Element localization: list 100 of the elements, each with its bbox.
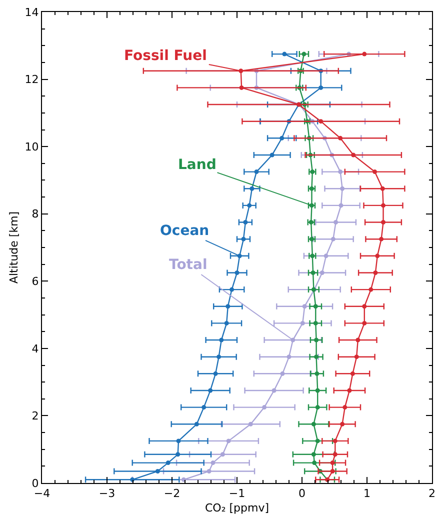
point	[381, 220, 386, 225]
point	[315, 388, 320, 393]
y-tick-label: 14	[24, 6, 39, 19]
point	[230, 287, 234, 292]
x-tick-label: −2	[164, 487, 180, 500]
y-tick-label: 2	[32, 410, 39, 423]
point	[362, 304, 367, 309]
point	[272, 388, 276, 393]
point	[372, 170, 378, 174]
point	[280, 136, 284, 140]
point	[243, 220, 248, 225]
point	[354, 354, 359, 360]
point	[234, 270, 240, 275]
point	[213, 371, 218, 376]
point	[330, 236, 336, 242]
point	[314, 371, 320, 376]
point	[312, 460, 317, 466]
point	[368, 287, 374, 292]
point	[300, 320, 305, 326]
point	[340, 186, 345, 191]
y-tick-label: 12	[24, 73, 39, 86]
point	[324, 254, 328, 258]
point	[380, 186, 385, 191]
point	[130, 477, 135, 482]
point	[194, 422, 199, 426]
point	[206, 468, 212, 474]
point	[332, 438, 338, 444]
point	[226, 438, 231, 444]
y-axis-title: Altitude [km]	[7, 211, 20, 284]
point	[362, 52, 367, 56]
point	[311, 452, 316, 457]
point	[216, 354, 222, 360]
point	[330, 460, 335, 466]
point	[241, 236, 246, 242]
point	[250, 186, 254, 191]
point	[181, 477, 186, 482]
point	[314, 338, 319, 342]
point	[318, 119, 324, 124]
x-tick-label: −1	[228, 487, 246, 500]
point	[314, 354, 319, 360]
x-tick-label: −4	[34, 487, 50, 500]
point	[332, 452, 338, 457]
x-tick-label: 0	[298, 487, 306, 500]
text: Land	[178, 157, 216, 173]
point	[338, 170, 343, 174]
point	[262, 405, 267, 410]
point	[254, 170, 259, 174]
point	[226, 304, 230, 309]
x-tick-label: −3	[98, 487, 116, 500]
text: Fossil Fuel	[124, 48, 207, 64]
point	[340, 422, 345, 426]
text: Total	[169, 257, 208, 273]
point	[350, 371, 355, 376]
point	[311, 422, 316, 426]
point	[342, 405, 348, 410]
y-tick-label: 4	[32, 342, 39, 356]
point	[302, 304, 307, 309]
point	[202, 405, 206, 410]
point	[219, 338, 224, 342]
point	[338, 136, 343, 140]
point	[313, 320, 318, 326]
point	[155, 468, 160, 474]
point	[208, 388, 213, 393]
point	[362, 320, 367, 326]
point	[176, 452, 180, 457]
y-tick-label: 10	[24, 140, 39, 154]
point	[318, 85, 324, 90]
point	[338, 203, 344, 208]
point	[286, 354, 292, 360]
point	[375, 254, 380, 258]
point	[239, 85, 244, 90]
point	[282, 52, 287, 56]
point	[347, 388, 352, 393]
point	[166, 460, 170, 466]
point	[320, 270, 324, 275]
x-tick-label: 2	[428, 487, 436, 500]
point	[356, 338, 360, 342]
x-axis-title: CO₂ [ppmv]	[204, 501, 270, 514]
point	[313, 304, 318, 309]
point	[248, 422, 253, 426]
point	[373, 270, 378, 275]
text: Ocean	[160, 223, 210, 239]
point	[351, 152, 356, 158]
point	[379, 236, 384, 242]
point	[176, 438, 181, 444]
point	[381, 203, 386, 208]
point	[224, 320, 229, 326]
point	[270, 152, 274, 158]
point	[330, 468, 335, 474]
y-tick-label: 0	[32, 476, 39, 490]
point	[247, 203, 252, 208]
point	[280, 371, 285, 376]
point	[315, 405, 320, 410]
x-tick-label: 1	[364, 487, 370, 500]
point	[210, 460, 216, 466]
y-tick-label: 6	[32, 274, 39, 288]
y-tick-label: 8	[32, 208, 39, 221]
point	[315, 438, 320, 444]
point	[334, 220, 338, 225]
point	[220, 452, 225, 457]
